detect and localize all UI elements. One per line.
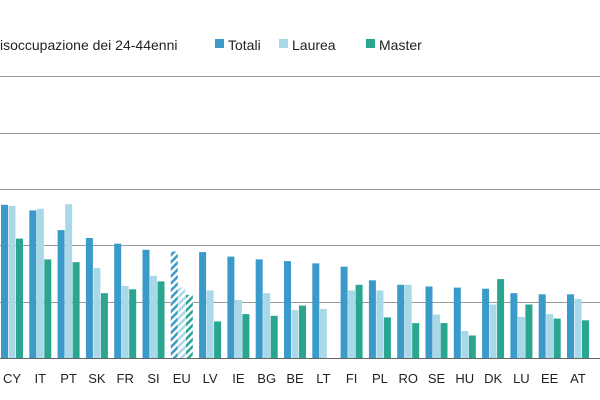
bar-totali-lt bbox=[312, 263, 320, 358]
bar-laurea-cy bbox=[8, 205, 16, 358]
legend: isoccupazione dei 24-44enni Totali Laure… bbox=[0, 37, 422, 53]
x-tick-label: LV bbox=[203, 371, 218, 386]
bar-master-ee bbox=[553, 318, 561, 358]
bar-laurea-ee bbox=[546, 314, 554, 358]
x-tick-label: LT bbox=[316, 371, 330, 386]
bar-laurea-sk bbox=[93, 267, 101, 358]
bar-master-eu bbox=[185, 294, 193, 358]
bar-totali-bg bbox=[255, 259, 263, 358]
bar-master-hu bbox=[468, 335, 476, 358]
bar-master-fi bbox=[355, 284, 363, 358]
x-tick-labels: CY IT PT SK FR SI EU LV IE BG BE LT FI PL RO SE HU DK LU EE… bbox=[3, 371, 586, 386]
x-tick-label: CY bbox=[3, 371, 21, 386]
bar-master-pl bbox=[383, 317, 391, 358]
bar-master-at bbox=[582, 320, 589, 358]
bar-totali-fr bbox=[114, 243, 122, 358]
bar-laurea-pt bbox=[65, 204, 73, 358]
x-tick-label: EU bbox=[173, 371, 191, 386]
bar-master-bg bbox=[270, 315, 278, 359]
bar-master-se bbox=[440, 323, 448, 358]
bar-laurea-fi bbox=[348, 290, 356, 358]
bar-totali-it bbox=[29, 210, 37, 358]
bar-laurea-lv bbox=[206, 290, 214, 358]
legend-swatch-master bbox=[366, 39, 375, 48]
bar-master-ie bbox=[242, 314, 250, 358]
bar-master-ro bbox=[412, 323, 420, 358]
bar-totali-hu bbox=[453, 287, 461, 358]
x-tick-label: IT bbox=[35, 371, 47, 386]
bar-laurea-hu bbox=[461, 331, 469, 358]
x-tick-label: FI bbox=[346, 371, 358, 386]
bar-laurea-dk bbox=[489, 304, 497, 358]
bar-master-lv bbox=[214, 321, 222, 358]
legend-swatch-laurea bbox=[279, 39, 288, 48]
legend-label-master: Master bbox=[379, 37, 422, 53]
bar-master-fr bbox=[129, 289, 137, 358]
bar-master-lu bbox=[525, 304, 533, 358]
bar-master-it bbox=[44, 259, 52, 358]
chart-title: isoccupazione dei 24-44enni bbox=[0, 37, 177, 53]
bar-laurea-bg bbox=[263, 293, 271, 358]
x-tick-label: BG bbox=[257, 371, 276, 386]
bar-totali-ee bbox=[538, 294, 546, 358]
legend-label-totali: Totali bbox=[228, 37, 261, 53]
bar-laurea-ie bbox=[234, 300, 242, 358]
bar-laurea-pl bbox=[376, 290, 384, 358]
bar-totali-be bbox=[284, 261, 291, 358]
bar-laurea-fr bbox=[121, 285, 129, 358]
x-tick-label: IE bbox=[232, 371, 245, 386]
bar-master-si bbox=[157, 281, 165, 358]
x-tick-label: PT bbox=[60, 371, 77, 386]
legend-label-laurea: Laurea bbox=[292, 37, 336, 53]
x-tick-label: FR bbox=[117, 371, 134, 386]
bar-laurea-se bbox=[433, 314, 440, 358]
x-tick-label: SE bbox=[428, 371, 446, 386]
x-tick-label: DK bbox=[484, 371, 502, 386]
bar-master-pt bbox=[72, 262, 80, 358]
bar-totali-ie bbox=[227, 256, 235, 358]
bar-laurea-lu bbox=[517, 316, 525, 358]
bar-laurea-lt bbox=[319, 309, 327, 358]
bar-totali-ro bbox=[397, 284, 405, 358]
bar-laurea-be bbox=[291, 310, 299, 358]
bar-totali-fi bbox=[340, 266, 348, 358]
bar-totali-lv bbox=[199, 252, 207, 358]
bar-laurea-si bbox=[150, 275, 157, 358]
bar-master-cy bbox=[16, 238, 23, 358]
bar-totali-eu bbox=[170, 251, 178, 358]
x-tick-label: HU bbox=[455, 371, 474, 386]
bar-totali-cy bbox=[1, 204, 8, 358]
bar-totali-si bbox=[142, 249, 150, 358]
x-tick-label: PL bbox=[372, 371, 388, 386]
bar-master-sk bbox=[100, 293, 108, 358]
bar-laurea-at bbox=[574, 298, 582, 358]
bar-totali-pt bbox=[57, 230, 65, 358]
x-tick-label: SK bbox=[88, 371, 106, 386]
bar-totali-se bbox=[425, 286, 433, 358]
x-tick-label: LU bbox=[513, 371, 530, 386]
legend-swatch-totali bbox=[215, 39, 224, 48]
x-tick-label: BE bbox=[286, 371, 304, 386]
bar-totali-dk bbox=[482, 288, 490, 358]
bar-master-dk bbox=[497, 279, 505, 358]
bar-totali-pl bbox=[368, 280, 376, 358]
bar-laurea-ro bbox=[404, 284, 412, 358]
x-tick-label: RO bbox=[398, 371, 418, 386]
x-tick-label: EE bbox=[541, 371, 559, 386]
bar-totali-lu bbox=[510, 293, 518, 358]
x-tick-label: AT bbox=[570, 371, 586, 386]
bar-laurea-eu bbox=[178, 287, 186, 358]
bar-master-be bbox=[299, 305, 306, 358]
x-tick-label: SI bbox=[147, 371, 159, 386]
bar-totali-at bbox=[567, 294, 574, 358]
bar-totali-sk bbox=[85, 238, 93, 358]
bars bbox=[1, 204, 589, 359]
bar-laurea-it bbox=[36, 208, 44, 358]
